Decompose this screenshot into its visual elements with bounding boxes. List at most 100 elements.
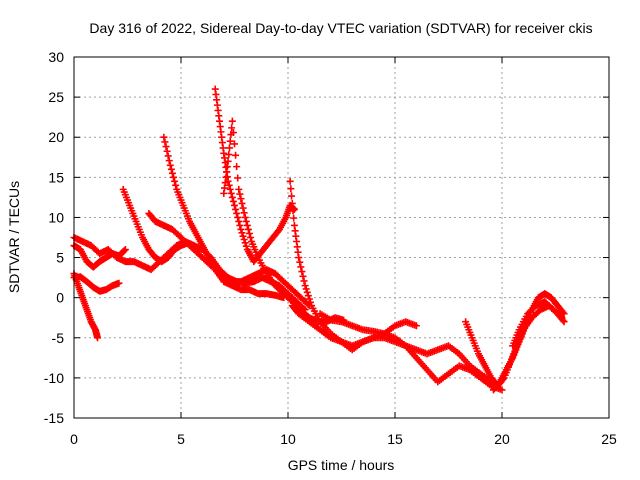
data-point — [121, 246, 129, 254]
data-point — [229, 129, 237, 137]
data-point — [231, 140, 238, 148]
data-point — [170, 173, 178, 181]
data-point — [288, 199, 296, 207]
data-point — [301, 282, 309, 290]
y-tick-label: 10 — [48, 209, 64, 225]
data-point — [167, 165, 175, 173]
series-arc12 — [316, 310, 420, 338]
chart-title: Day 316 of 2022, Sidereal Day-to-day VTE… — [89, 20, 592, 36]
data-point — [226, 144, 234, 152]
series-arc15 — [509, 298, 566, 350]
series-arc10 — [286, 177, 506, 394]
data-point — [286, 177, 294, 185]
y-tick-label: -5 — [52, 330, 65, 346]
data-point — [160, 133, 168, 141]
data-point — [239, 232, 247, 240]
y-tick-label: 30 — [48, 49, 64, 65]
data-point — [244, 225, 252, 233]
data-point — [234, 213, 242, 221]
series-arc6 — [145, 209, 313, 310]
data-point — [231, 201, 238, 209]
data-point — [238, 229, 246, 237]
series-arc14 — [489, 290, 568, 394]
data-point — [241, 239, 249, 247]
data-point — [243, 221, 251, 229]
x-tick-label: 0 — [70, 431, 78, 447]
x-tick-label: 10 — [280, 431, 296, 447]
data-point — [166, 161, 174, 169]
data-point — [226, 137, 234, 145]
data-point — [306, 298, 314, 306]
data-point — [163, 147, 171, 155]
data-point — [226, 185, 234, 193]
series-arc4 — [70, 273, 123, 295]
series-arc7 — [160, 133, 288, 302]
data-point — [232, 151, 240, 159]
data-point — [165, 157, 173, 165]
data-point — [120, 247, 128, 255]
data-point — [289, 207, 297, 215]
y-tick-label: 15 — [48, 169, 64, 185]
data-point — [305, 295, 313, 303]
plot-frame — [73, 56, 610, 419]
data-point — [242, 242, 250, 250]
data-point — [236, 221, 244, 229]
data-point — [297, 263, 305, 271]
y-tick-label: -10 — [44, 370, 64, 386]
data-point — [171, 177, 179, 185]
data-point — [235, 217, 243, 225]
data-point — [229, 197, 237, 205]
data-point — [228, 117, 236, 125]
data-point — [225, 181, 233, 189]
data-point — [115, 279, 123, 287]
data-point — [233, 209, 241, 217]
data-point — [241, 213, 249, 221]
data-point — [295, 254, 303, 262]
data-point — [296, 258, 304, 266]
data-point — [168, 169, 176, 177]
data-point — [304, 292, 312, 300]
grid — [74, 57, 609, 418]
data-point — [240, 209, 248, 217]
x-tick-label: 15 — [387, 431, 403, 447]
x-tick-label: 5 — [177, 431, 185, 447]
x-tick-label: 25 — [601, 431, 617, 447]
data-point — [303, 288, 311, 296]
data-point — [162, 143, 170, 151]
data-point — [225, 151, 233, 159]
data-point — [290, 205, 298, 213]
data-point — [232, 205, 240, 213]
data-point — [227, 189, 235, 197]
y-tick-label: 25 — [48, 89, 64, 105]
data-point — [239, 204, 247, 212]
data-point — [245, 229, 253, 237]
data-point — [299, 272, 307, 280]
data-point — [242, 217, 250, 225]
data-point — [172, 181, 180, 189]
data-point — [288, 192, 296, 200]
y-tick-label: 0 — [56, 290, 64, 306]
data-point — [240, 236, 248, 244]
data-point — [233, 163, 241, 171]
data-point — [290, 214, 298, 222]
data-point — [234, 174, 242, 182]
y-ticks: -15 -10 -5 0 5 10 15 20 25 30 — [44, 49, 609, 426]
data-point — [560, 318, 568, 326]
series-arc8 — [211, 85, 298, 266]
data-point — [224, 157, 232, 165]
data-point — [498, 386, 506, 394]
data-point — [556, 312, 564, 320]
y-tick-label: -15 — [44, 410, 64, 426]
data-point — [164, 152, 172, 160]
y-tick-label: 5 — [56, 250, 64, 266]
data-point — [558, 314, 566, 322]
data-point — [300, 277, 308, 285]
data-point — [238, 199, 246, 207]
data-point — [302, 285, 310, 293]
x-axis-label: GPS time / hours — [288, 457, 395, 473]
data-point — [247, 234, 255, 241]
x-ticks: 0 5 10 15 20 25 — [70, 57, 617, 447]
data-point — [235, 185, 243, 193]
data-point — [228, 124, 236, 132]
